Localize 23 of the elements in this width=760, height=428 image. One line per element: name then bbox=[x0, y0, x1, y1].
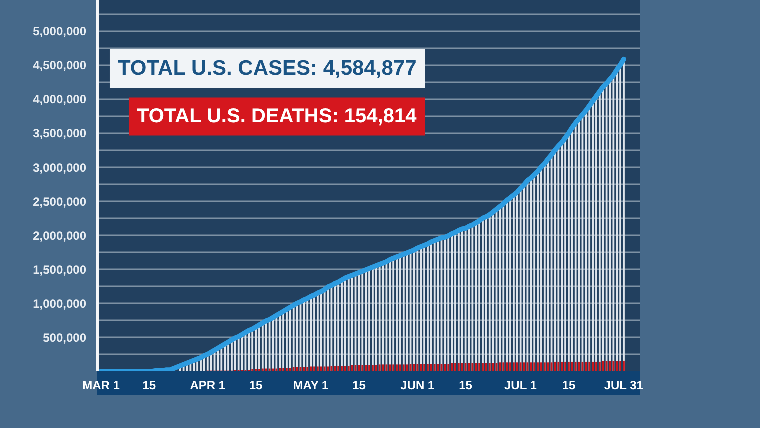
y-tick-label: 1,000,000 bbox=[33, 296, 87, 311]
x-tick-label: 15 bbox=[249, 378, 264, 392]
y-tick-label: 3,500,000 bbox=[33, 126, 87, 141]
annotation: TOTAL U.S. CASES: 4,584,877 bbox=[118, 57, 417, 80]
x-tick-label: MAR 1 bbox=[82, 378, 120, 392]
annotation: TOTAL U.S. DEATHS: 154,814 bbox=[136, 106, 418, 128]
x-tick-label: APR 1 bbox=[190, 378, 226, 392]
x-tick-label: 15 bbox=[352, 378, 366, 392]
x-tick-label: JUL 1 bbox=[504, 378, 538, 392]
y-tick-label: 2,000,000 bbox=[33, 228, 87, 243]
y-tick-label: 5,000,000 bbox=[33, 24, 87, 39]
x-tick-label: JUL 31 bbox=[604, 378, 644, 392]
x-tick-label: 15 bbox=[142, 378, 156, 392]
y-tick-label: 500,000 bbox=[43, 330, 87, 345]
x-tick-label: 15 bbox=[562, 378, 576, 392]
x-tick-label: JUN 1 bbox=[400, 378, 435, 392]
y-tick-label: 4,500,000 bbox=[33, 58, 87, 73]
x-tick-label: 15 bbox=[459, 378, 473, 392]
y-tick-label: 3,000,000 bbox=[33, 160, 87, 175]
x-tick-label: MAY 1 bbox=[293, 378, 329, 392]
y-tick-label: 4,000,000 bbox=[33, 92, 87, 107]
y-tick-label: 2,500,000 bbox=[33, 194, 87, 209]
y-tick-label: 1,500,000 bbox=[33, 262, 87, 277]
